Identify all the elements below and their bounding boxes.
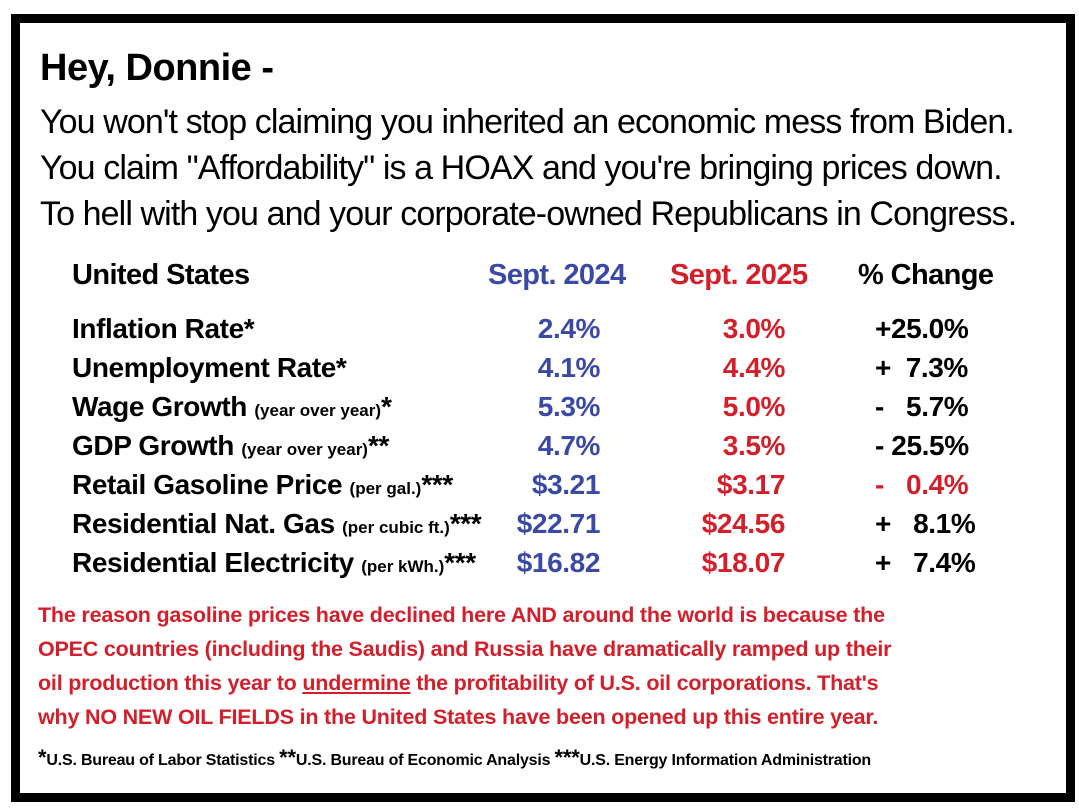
intro-line-1: You won't stop claiming you inherited an…: [40, 103, 1015, 141]
percent-change: + 8.1%: [875, 508, 976, 539]
percent-change: - 25.5%: [875, 430, 969, 461]
poster-frame: Hey, Donnie - You won't stop claiming yo…: [11, 14, 1075, 802]
value-2024: $16.82: [516, 547, 601, 578]
table-row-gasoline: Retail Gasoline Price (per gal.)*** $3.2…: [20, 469, 1066, 509]
row-label: Unemployment Rate*: [72, 352, 347, 383]
value-2024: 4.7%: [537, 430, 601, 461]
percent-change: - 5.7%: [875, 391, 969, 422]
underlined-word: undermine: [302, 671, 411, 695]
header-sept-2025: Sept. 2025: [670, 259, 808, 291]
table-row-wage-growth: Wage Growth (year over year)* 5.3% 5.0% …: [20, 391, 1066, 431]
value-2025: $24.56: [701, 508, 786, 539]
value-2025: 3.0%: [722, 313, 786, 344]
table-row-electricity: Residential Electricity (per kWh.)*** $1…: [20, 547, 1066, 587]
row-label: Retail Gasoline Price (per gal.)***: [72, 469, 453, 500]
row-label: Residential Electricity (per kWh.)***: [72, 547, 476, 578]
table-row-gdp-growth: GDP Growth (year over year)** 4.7% 3.5% …: [20, 430, 1066, 470]
header-sept-2024: Sept. 2024: [488, 259, 626, 291]
explanation-line-2: OPEC countries (including the Saudis) an…: [38, 637, 892, 661]
value-2024: 2.4%: [537, 313, 601, 344]
percent-change: + 7.4%: [875, 547, 976, 578]
table-row-inflation: Inflation Rate* 2.4% 3.0% +25.0%: [20, 313, 1066, 353]
explanation-line-4: why NO NEW OIL FIELDS in the United Stat…: [38, 705, 879, 729]
intro-line-3: To hell with you and your corporate-owne…: [40, 195, 1017, 233]
value-2025: 3.5%: [722, 430, 786, 461]
intro-line-2: You claim "Affordability" is a HOAX and …: [40, 149, 1003, 187]
header-united-states: United States: [72, 259, 250, 291]
value-2025: 5.0%: [722, 391, 786, 422]
row-label: Residential Nat. Gas (per cubic ft.)***: [72, 508, 482, 539]
percent-change: - 0.4%: [875, 469, 969, 500]
value-2025: 4.4%: [722, 352, 786, 383]
percent-change: +25.0%: [875, 313, 969, 344]
value-2025: $3.17: [716, 469, 785, 500]
percent-change: + 7.3%: [875, 352, 968, 383]
explanation-line-1: The reason gasoline prices have declined…: [38, 603, 885, 627]
explanation-line-3: oil production this year to undermine th…: [38, 671, 879, 695]
row-label: GDP Growth (year over year)**: [72, 430, 389, 461]
table-row-unemployment: Unemployment Rate* 4.1% 4.4% + 7.3%: [20, 352, 1066, 392]
value-2024: 5.3%: [537, 391, 601, 422]
row-label: Inflation Rate*: [72, 313, 255, 344]
value-2025: $18.07: [701, 547, 786, 578]
header-percent-change: % Change: [858, 259, 994, 291]
sources-footnote: *U.S. Bureau of Labor Statistics **U.S. …: [38, 745, 872, 770]
table-row-natural-gas: Residential Nat. Gas (per cubic ft.)*** …: [20, 508, 1066, 548]
row-label: Wage Growth (year over year)*: [72, 391, 392, 422]
headline: Hey, Donnie -: [40, 47, 274, 89]
value-2024: $3.21: [531, 469, 600, 500]
value-2024: $22.71: [516, 508, 601, 539]
explanation-paragraph: The reason gasoline prices have declined…: [38, 598, 1048, 734]
value-2024: 4.1%: [537, 352, 601, 383]
